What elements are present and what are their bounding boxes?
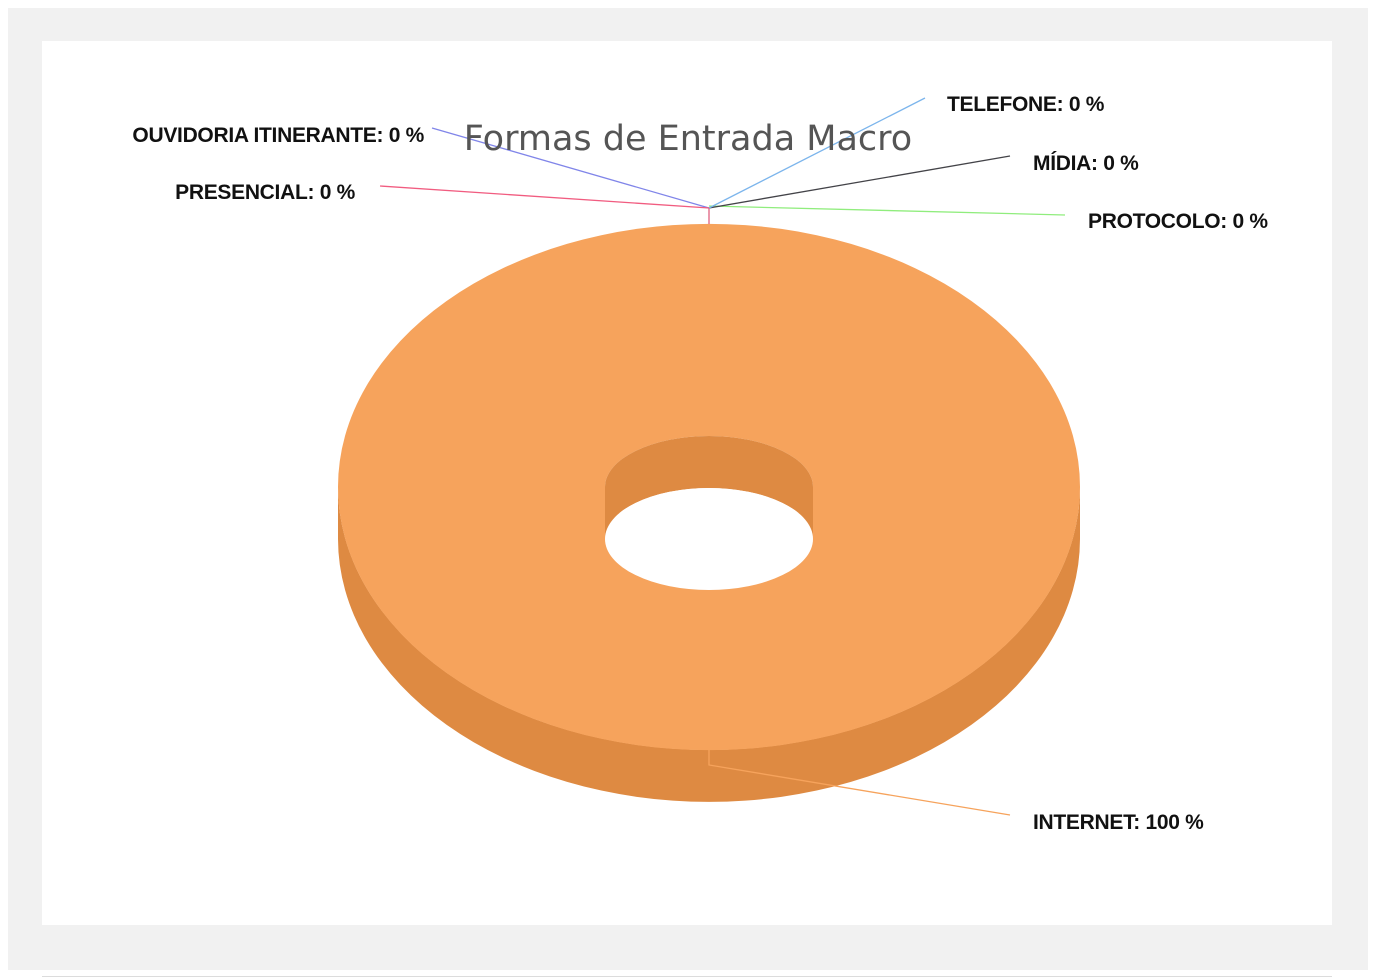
connector-telefone (708, 97, 926, 209)
bottom-rule (42, 976, 1332, 977)
slice-side-internet (338, 487, 1080, 802)
slice-internet[interactable] (337, 223, 1080, 751)
connector-internet (708, 750, 1011, 816)
donut-hole (605, 488, 813, 590)
label-internet: INTERNET: 100 % (1033, 811, 1204, 834)
chart-title: Formas de Entrada Macro (464, 119, 912, 159)
connector-protocolo (708, 205, 1066, 216)
connector-midia (708, 155, 1011, 209)
label-presencial: PRESENCIAL: 0 % (175, 181, 355, 204)
slice-labels: INTERNET: 100 % PROTOCOLO: 0 % MÍDIA: 0 % T… (132, 93, 1268, 834)
label-protocolo: PROTOCOLO: 0 % (1088, 210, 1268, 233)
label-telefone: TELEFONE: 0 % (947, 93, 1105, 116)
label-midia: MÍDIA: 0 % (1033, 152, 1139, 175)
connector-ouvidoria-itinerante (431, 127, 710, 209)
label-connectors (379, 97, 1066, 816)
donut-group (337, 223, 1080, 802)
label-ouvidoria-itinerante: OUVIDORIA ITINERANTE: 0 % (132, 124, 424, 147)
connector-presencial (379, 185, 710, 209)
slice-hole-wall-internet (605, 436, 813, 539)
